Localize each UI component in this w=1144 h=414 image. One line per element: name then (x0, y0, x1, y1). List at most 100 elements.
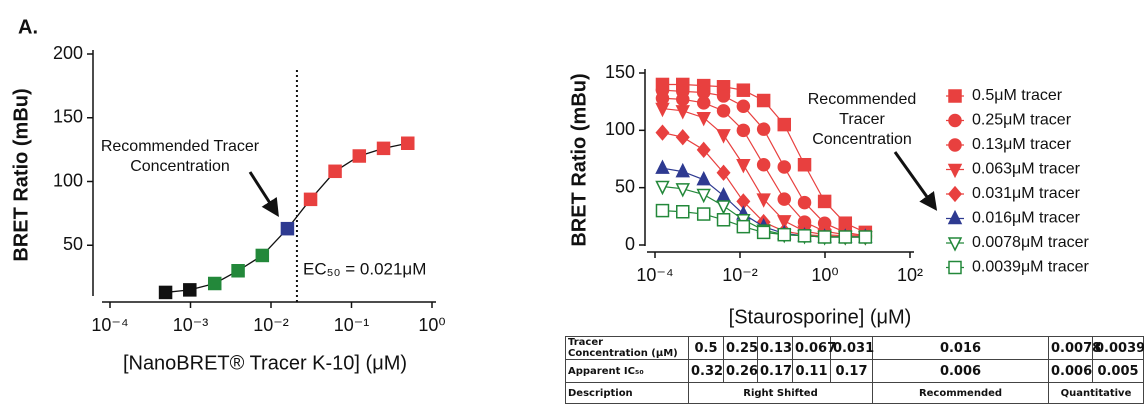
table-row: Tracer Concentration (μM) 0.5 0.25 0.13 0.06… (565, 336, 1144, 360)
marker (675, 162, 690, 178)
marker (675, 183, 690, 198)
marker (231, 264, 245, 278)
marker (655, 102, 670, 118)
y-tick-label: 150 (605, 62, 635, 82)
table-cell: 0.32 (688, 359, 724, 383)
ec50-label: EC₅₀ = 0.021μM (303, 259, 426, 278)
marker (696, 188, 711, 204)
marker (328, 164, 342, 179)
legend-marker (948, 260, 962, 275)
marker (736, 83, 751, 97)
table-cell: 0.11 (792, 359, 831, 383)
table-cell: Recommended (872, 382, 1049, 404)
marker (756, 157, 771, 172)
marker (352, 149, 367, 163)
y-tick-label: 200 (53, 43, 83, 63)
marker (675, 105, 690, 120)
table-cell: 0.25 (723, 336, 758, 360)
marker (716, 104, 731, 118)
marker (797, 195, 812, 210)
table-cell: Quantitative (1048, 382, 1144, 404)
marker (858, 230, 873, 244)
marker (716, 89, 731, 103)
marker (655, 203, 670, 218)
x-tick-label: 10² (897, 265, 923, 285)
table-cell: 0.006 (872, 359, 1049, 383)
marker (183, 283, 197, 297)
annotation: Recommended Tracer (101, 138, 260, 155)
table-cell: 0.17 (830, 359, 873, 383)
annotation: Concentration (130, 158, 230, 175)
marker (696, 207, 711, 221)
annotation: Concentration (812, 131, 912, 148)
legend-label: 0.031μM tracer (972, 185, 1081, 202)
marker (797, 229, 812, 243)
marker (716, 129, 731, 144)
table-cell: 0.26 (723, 359, 758, 383)
marker (756, 93, 771, 108)
legend-label: 0.5μM tracer (972, 87, 1063, 104)
marker (655, 180, 670, 196)
y-axis-label: BRET Ratio (mBu) (10, 88, 32, 261)
legend-marker (947, 237, 963, 252)
table-cell: 0.067 (792, 336, 836, 360)
marker (303, 192, 318, 207)
marker (696, 111, 711, 127)
marker (736, 158, 751, 174)
table-cell: 0.016 (872, 336, 1049, 360)
row-header: Description (565, 382, 689, 404)
marker (736, 219, 751, 234)
marker (797, 157, 812, 172)
x-tick-label: 10⁰ (811, 265, 838, 285)
x-axis-label: [Staurosporine] (μM) (729, 306, 912, 328)
legend-label: 0.25μM tracer (972, 112, 1072, 129)
marker (736, 99, 751, 114)
marker (756, 225, 771, 240)
marker (696, 96, 711, 110)
marker (280, 221, 295, 236)
marker (655, 91, 670, 105)
table-cell: 0.005 (1092, 359, 1144, 383)
x-tick-label: 10⁻² (253, 315, 289, 335)
legend-marker (948, 113, 962, 128)
marker (777, 215, 792, 230)
annotation: Tracer (839, 111, 885, 128)
marker (655, 159, 670, 174)
x-tick-label: 10⁻⁴ (91, 315, 128, 335)
x-tick-label: 10⁻⁴ (636, 265, 673, 285)
arrow (893, 151, 938, 211)
y-tick-label: 100 (605, 119, 635, 139)
legend-label: 0.016μM tracer (972, 210, 1081, 227)
y-tick-label: 100 (53, 170, 83, 190)
x-tick-label: 10⁻¹ (334, 315, 370, 335)
table-cell: 0.006 (1048, 359, 1093, 383)
marker (756, 122, 771, 136)
y-tick-label: 50 (615, 176, 635, 196)
panel-label: A. (18, 16, 38, 38)
y-tick-label: 0 (625, 234, 635, 254)
table-row: Apparent IC₅₀ 0.32 0.26 0.17 0.11 0.17 0.006 0.… (565, 359, 1144, 383)
marker (696, 141, 711, 158)
arrow (248, 171, 279, 218)
legend-label: 0.13μM tracer (972, 136, 1072, 153)
table-cell: Right Shifted (688, 382, 873, 404)
legend-label: 0.063μM tracer (972, 161, 1081, 178)
legend-marker (948, 185, 962, 203)
table-cell: 0.031 (830, 336, 874, 360)
y-tick-label: 150 (53, 107, 83, 127)
marker (716, 213, 731, 227)
row-header: Apparent IC₅₀ (565, 359, 689, 383)
marker (777, 117, 792, 132)
marker (676, 204, 690, 219)
marker (675, 129, 690, 146)
marker (696, 170, 711, 186)
marker (817, 194, 832, 209)
marker (158, 285, 173, 300)
y-tick-label: 50 (63, 234, 83, 254)
x-axis-label: [NanoBRET® Tracer K-10] (μM) (123, 352, 407, 374)
table-row: Description Right Shifted Recommended Quant… (565, 382, 1144, 404)
marker (736, 123, 751, 138)
marker (716, 164, 731, 181)
marker (777, 160, 792, 174)
